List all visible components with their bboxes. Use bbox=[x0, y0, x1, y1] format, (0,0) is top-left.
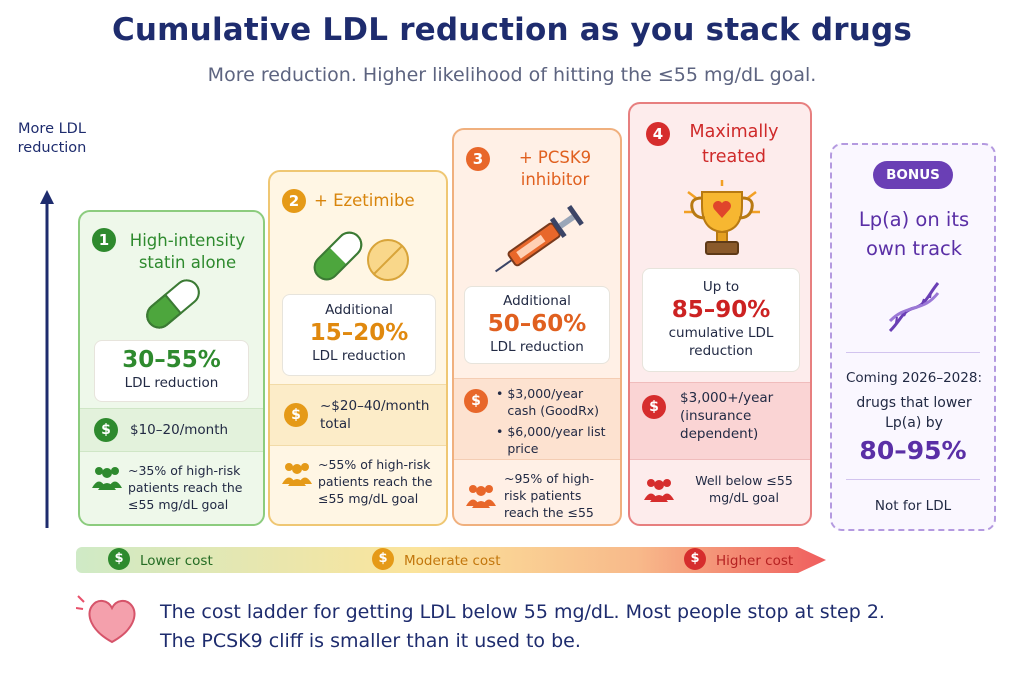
bonus-description: drugs that lower Lp(a) by bbox=[856, 395, 972, 431]
syringe-icon bbox=[495, 205, 584, 273]
people-group-icon bbox=[466, 485, 496, 508]
reduction-prefix: Additional bbox=[503, 293, 571, 309]
step-number-badge: 2 bbox=[282, 189, 306, 213]
heart-icon bbox=[76, 595, 136, 644]
bonus-coming: Coming 2026–2028: bbox=[845, 370, 982, 386]
reduction-box: Additional 15–20% LDL reduction bbox=[282, 294, 436, 376]
outcome-text: Well below ≤55 mg/dL goal bbox=[695, 473, 793, 505]
dollar-coin-icon: $ bbox=[464, 389, 488, 413]
cost-scale-mid: Moderate cost bbox=[404, 553, 501, 569]
footer-line-2: The PCSK9 cliff is smaller than it used … bbox=[160, 630, 581, 652]
cost-row: $ $3,000+/year (insurance dependent) bbox=[630, 382, 810, 460]
dollar-coin-icon: $ bbox=[372, 548, 394, 570]
step-card-1: 1 High-intensity statin alone 30–55% LDL… bbox=[78, 210, 265, 526]
cost-row: $ • $3,000/year cash (GoodRx) • $6,000/y… bbox=[454, 378, 620, 460]
reduction-prefix: Additional bbox=[325, 302, 393, 318]
step-title: + Ezetimibe bbox=[314, 191, 415, 210]
outcome-text: ~35% of high-risk patients reach the ≤55… bbox=[128, 463, 243, 512]
capsule-icon bbox=[146, 279, 200, 329]
dollar-coin-icon: $ bbox=[642, 395, 666, 419]
page-subtitle: More reduction. Higher likelihood of hit… bbox=[207, 64, 817, 86]
reduction-label: LDL reduction bbox=[312, 348, 406, 364]
cost-bullet-1: • $3,000/year cash (GoodRx) bbox=[496, 385, 607, 419]
reduction-value: 85–90% bbox=[671, 297, 771, 323]
divider bbox=[846, 479, 980, 480]
reduction-value: 15–20% bbox=[309, 320, 409, 346]
footer-line-1: The cost ladder for getting LDL below 55… bbox=[160, 601, 885, 623]
outcome-text: ~55% of high-risk patients reach the ≤55… bbox=[318, 457, 433, 506]
cost-scale-high: Higher cost bbox=[716, 553, 794, 569]
reduction-box: Up to 85–90% cumulative LDL reduction bbox=[642, 268, 800, 372]
step-card-3: 3 + PCSK9 inhibitor Additional 50–60% LD… bbox=[452, 128, 622, 526]
cost-item: $6,000/year list price bbox=[507, 424, 606, 456]
step-card-2: 2 + Ezetimibe Additional 15–20% LDL redu… bbox=[268, 170, 448, 526]
cost-text: ~$20–40/month total bbox=[320, 398, 430, 432]
dollar-coin-icon: $ bbox=[94, 418, 118, 442]
up-arrow-icon bbox=[40, 190, 54, 528]
cost-row: $ $10–20/month bbox=[80, 408, 263, 452]
cost-scale-low: Lower cost bbox=[140, 553, 213, 569]
dollar-coin-icon: $ bbox=[684, 548, 706, 570]
reduction-value: 50–60% bbox=[487, 311, 587, 337]
reduction-box: Additional 50–60% LDL reduction bbox=[464, 286, 610, 364]
reduction-label: LDL reduction bbox=[124, 375, 219, 391]
reduction-label: LDL reduction bbox=[490, 339, 584, 355]
step-card-4: 4 Maximally treated Up to 85–90% cumulat… bbox=[628, 102, 812, 526]
cost-item: $3,000/year cash (GoodRx) bbox=[507, 386, 600, 418]
trophy-icon bbox=[684, 180, 760, 255]
step-number-badge: 1 bbox=[92, 228, 116, 252]
dollar-coin-icon: $ bbox=[108, 548, 130, 570]
cost-bullet-2: • $6,000/year list price bbox=[496, 424, 606, 456]
cost-text: $10–20/month bbox=[130, 422, 229, 438]
bonus-title: Lp(a) on its own track bbox=[858, 208, 970, 260]
bonus-note: Not for LDL bbox=[874, 498, 952, 514]
axis-label: More LDL reduction bbox=[17, 121, 87, 156]
step-title: High-intensity statin alone bbox=[129, 231, 246, 272]
dna-icon bbox=[888, 282, 940, 333]
footer-note: The cost ladder for getting LDL below 55… bbox=[160, 598, 1000, 656]
reduction-value: 30–55% bbox=[122, 347, 221, 373]
outcome-text: ~95% of high-risk patients reach the ≤55… bbox=[504, 471, 595, 524]
people-group-icon bbox=[92, 467, 122, 490]
reduction-box: 30–55% LDL reduction bbox=[94, 340, 249, 402]
cost-row: $ ~$20–40/month total bbox=[270, 384, 446, 446]
bonus-card: BONUS Lp(a) on its own track Coming 2026… bbox=[830, 143, 996, 531]
cost-gradient-arrow bbox=[76, 547, 826, 573]
reduction-label: cumulative LDL reduction bbox=[668, 325, 774, 359]
step-title: Maximally treated bbox=[689, 122, 779, 167]
page-title: Cumulative LDL reduction as you stack dr… bbox=[111, 12, 913, 48]
cost-text: $3,000+/year (insurance dependent) bbox=[680, 390, 774, 442]
step-number-badge: 3 bbox=[466, 147, 490, 171]
pill-and-tablet-icon bbox=[313, 231, 409, 281]
people-group-icon bbox=[282, 463, 312, 486]
divider bbox=[846, 352, 980, 353]
bonus-value: 80–95% bbox=[859, 436, 967, 465]
reduction-prefix: Up to bbox=[702, 279, 740, 295]
people-group-icon bbox=[644, 479, 674, 502]
dollar-coin-icon: $ bbox=[284, 403, 308, 427]
step-number-badge: 4 bbox=[646, 122, 670, 146]
step-title: + PCSK9 inhibitor bbox=[518, 148, 592, 189]
bonus-badge: BONUS bbox=[873, 161, 953, 189]
